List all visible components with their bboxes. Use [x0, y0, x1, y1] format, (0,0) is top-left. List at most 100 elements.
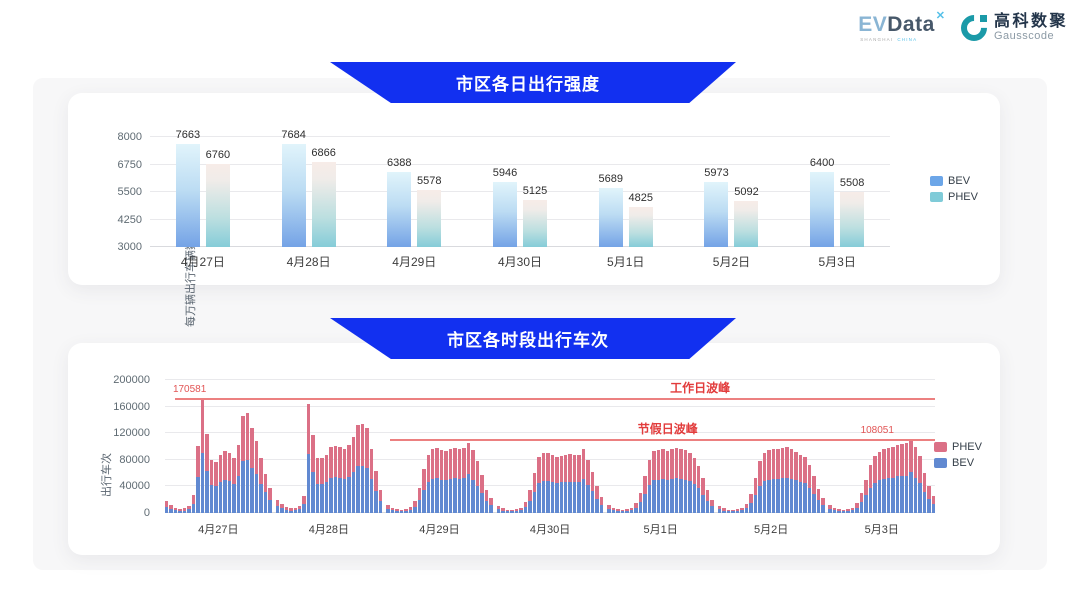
stacked-bar — [444, 450, 448, 513]
evdata-logo: EV Data ✕ SHANGHAI CHINA — [858, 11, 945, 43]
stacked-bar — [776, 449, 780, 513]
bar-segment-bev — [705, 501, 710, 513]
stacked-bar — [218, 455, 223, 513]
bar-segment-bev — [480, 493, 484, 513]
chart1-legend: BEV PHEV — [930, 175, 978, 203]
bar-segment-phev — [688, 453, 692, 482]
bar-segment-phev — [496, 505, 501, 510]
bar-segment-phev — [439, 449, 444, 480]
bar-segment-bev — [771, 479, 776, 513]
stacked-bar — [688, 453, 692, 513]
stacked-bar — [895, 444, 900, 513]
gridline — [165, 512, 935, 513]
y-tick-label: 0 — [143, 507, 150, 519]
bar-segment-phev — [821, 498, 825, 506]
legend-item-phev[interactable]: PHEV — [930, 191, 978, 203]
bar-segment-phev — [837, 509, 841, 511]
bar-segment-phev — [227, 453, 232, 482]
bar-value-label: 6866 — [311, 146, 336, 159]
bar-segment-phev — [532, 473, 537, 492]
stacked-bar — [900, 443, 904, 513]
bar-segment-bev — [232, 484, 236, 513]
bar-segment-phev — [489, 498, 493, 506]
bar-segment-phev — [832, 507, 837, 511]
bar-phev: 4825 — [628, 192, 653, 247]
bar-segment-bev — [581, 479, 586, 513]
bar-segment-bev — [356, 465, 360, 513]
bar-segment-phev — [634, 503, 638, 508]
bar-segment-bev — [864, 495, 868, 513]
y-tick-label: 120000 — [113, 427, 150, 440]
stacked-bar — [250, 427, 254, 513]
bar-segment-phev — [670, 449, 674, 480]
stacked-bar — [532, 473, 537, 513]
bar-segment-phev — [417, 487, 422, 500]
stacked-bar — [661, 449, 665, 513]
bar-segment-bev — [904, 475, 909, 513]
bar-bev: 7663 — [176, 129, 200, 247]
bar-segment-bev — [444, 479, 448, 513]
bar-segment-bev — [390, 510, 395, 513]
y-tick-label: 200000 — [113, 374, 150, 386]
bar-segment-phev — [306, 403, 311, 455]
bar-segment-bev — [841, 511, 846, 513]
chart1-y-axis: 3000 4250 5500 6750 8000 — [88, 131, 150, 253]
bar-segment-bev — [422, 489, 426, 513]
gausscode-logo: 高科数聚 Gausscode — [955, 9, 1068, 47]
bar-segment-bev — [855, 507, 859, 513]
legend-item-phev[interactable]: PHEV — [934, 441, 982, 453]
bar-segment-bev — [595, 499, 599, 513]
legend-item-bev[interactable]: BEV — [934, 457, 982, 469]
y-tick-label: 5500 — [117, 186, 142, 198]
stacked-bar — [275, 499, 280, 513]
bar-segment-bev — [607, 508, 611, 513]
legend-swatch-bev — [934, 458, 948, 468]
stacked-bar — [652, 451, 656, 513]
bar-segment-bev — [413, 506, 417, 513]
bar-segment-bev — [780, 478, 785, 513]
stacked-bar — [753, 478, 758, 513]
bar-segment-phev — [692, 457, 696, 484]
bar-segment-bev — [408, 509, 413, 513]
bar-value-label: 5125 — [522, 185, 548, 198]
legend-swatch-phev — [930, 192, 944, 202]
stacked-bar — [647, 459, 652, 513]
bar-segment-bev — [311, 471, 315, 513]
stacked-bar — [816, 489, 821, 513]
bar-segment-bev — [868, 487, 873, 513]
bar-segment-phev — [315, 457, 320, 484]
chart2-title: 市区各时段出行车次 — [447, 331, 609, 350]
bar-segment-bev — [683, 479, 688, 513]
bar-segment-phev — [200, 399, 205, 453]
stacked-bar — [665, 450, 670, 513]
bar-segment-phev — [679, 448, 683, 480]
bar-segment-phev — [577, 455, 581, 483]
chart2-day-group — [165, 380, 272, 513]
bar-bev: 7684 — [281, 129, 306, 247]
bar-segment-phev — [369, 449, 374, 480]
bar-segment-bev — [178, 510, 182, 513]
stacked-bar — [280, 503, 284, 513]
bar-segment-phev — [753, 478, 758, 495]
stacked-bar — [555, 457, 559, 513]
bar-segment-bev — [338, 477, 342, 513]
stacked-bar — [886, 447, 891, 513]
stacked-bar — [302, 496, 306, 513]
legend-item-bev[interactable]: BEV — [930, 175, 978, 187]
bar-segment-phev — [254, 440, 259, 475]
bar-segment-phev — [431, 449, 435, 480]
bar-segment-bev — [656, 479, 661, 513]
bar-segment-phev — [178, 509, 182, 511]
bar-segment-bev — [510, 511, 514, 513]
bar-segment-phev — [236, 444, 241, 477]
bar-segment-phev — [471, 449, 475, 480]
bar-segment-bev — [541, 481, 546, 513]
header-logos: EV Data ✕ SHANGHAI CHINA 高科数聚 Gausscode — [858, 9, 1068, 47]
bar-segment-bev — [268, 499, 272, 513]
chart2-day-group — [275, 380, 383, 513]
bar-segment-bev — [351, 472, 356, 513]
bar-segment-bev — [798, 481, 803, 513]
bar-segment-bev — [426, 481, 430, 513]
bar-segment-bev — [674, 478, 679, 513]
bar-segment-bev — [816, 500, 821, 513]
